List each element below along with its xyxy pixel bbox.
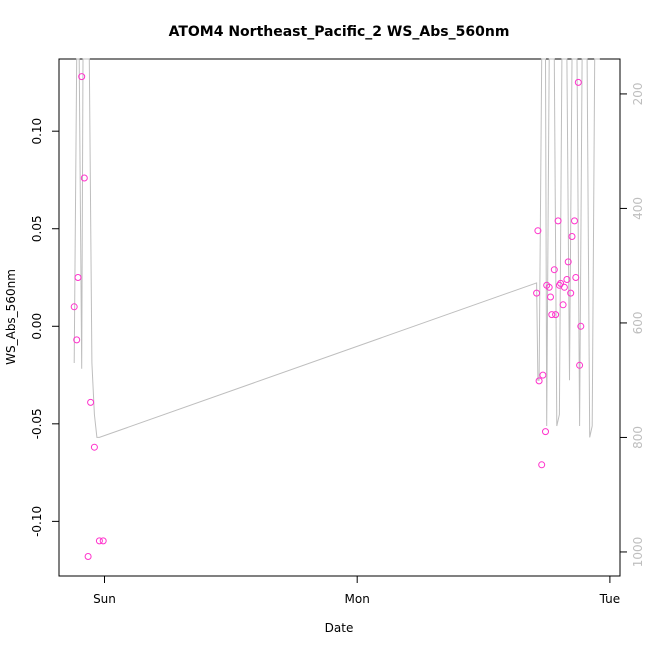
right-depth-axis: 200 400 600 800 1000 bbox=[619, 82, 645, 568]
points-layer bbox=[70, 73, 585, 560]
data-point bbox=[78, 73, 86, 81]
y2-tick-label: 800 bbox=[631, 426, 645, 449]
y-tick-label: 0.05 bbox=[30, 215, 44, 242]
data-point bbox=[74, 274, 82, 281]
data-point bbox=[542, 428, 549, 436]
data-point bbox=[568, 233, 576, 240]
y-tick-label: 0.00 bbox=[30, 313, 44, 340]
data-point bbox=[545, 283, 553, 291]
y-tick-label: 0.10 bbox=[30, 118, 44, 145]
data-point bbox=[571, 217, 578, 225]
data-point bbox=[554, 217, 562, 225]
data-point bbox=[567, 289, 575, 297]
data-point bbox=[87, 398, 95, 406]
data-point bbox=[557, 279, 565, 287]
data-point bbox=[535, 377, 543, 385]
depth-line bbox=[73, 58, 600, 438]
y2-tick-label: 400 bbox=[631, 197, 645, 220]
plot-frame bbox=[58, 58, 621, 577]
data-point bbox=[559, 301, 567, 309]
data-point bbox=[70, 303, 78, 311]
data-point bbox=[552, 311, 560, 319]
x-tick-label: Mon bbox=[345, 592, 370, 606]
y2-tick-label: 600 bbox=[631, 311, 645, 334]
data-point bbox=[84, 553, 92, 560]
data-point bbox=[533, 289, 541, 297]
data-point bbox=[80, 174, 88, 182]
data-point bbox=[90, 443, 98, 451]
data-point bbox=[576, 361, 584, 369]
y-axis-label: WS_Abs_560nm bbox=[4, 269, 18, 365]
data-point bbox=[548, 311, 556, 319]
depth-line-layer bbox=[73, 58, 600, 438]
y2-tick-label: 1000 bbox=[631, 537, 645, 568]
data-point bbox=[563, 276, 571, 283]
data-point bbox=[534, 227, 542, 235]
data-point bbox=[560, 283, 568, 291]
data-point bbox=[95, 537, 103, 545]
x-tick-label: Tue bbox=[599, 592, 621, 606]
y2-tick-label: 200 bbox=[631, 82, 645, 105]
data-point bbox=[99, 537, 107, 545]
x-axis: Sun Mon Tue bbox=[93, 575, 621, 606]
data-point bbox=[572, 274, 580, 281]
data-point bbox=[538, 461, 546, 469]
y-axis: -0.10 -0.05 0.00 0.05 0.10 bbox=[30, 118, 60, 537]
data-point bbox=[577, 322, 585, 330]
x-tick-label: Sun bbox=[93, 592, 116, 606]
x-axis-label: Date bbox=[325, 621, 354, 635]
chart-title: ATOM4 Northeast_Pacific_2 WS_Abs_560nm bbox=[169, 24, 510, 40]
data-point bbox=[73, 336, 81, 344]
data-point bbox=[550, 266, 558, 274]
data-point bbox=[547, 293, 554, 301]
data-point bbox=[574, 78, 582, 86]
data-point bbox=[539, 371, 547, 379]
data-point bbox=[564, 258, 572, 266]
y-tick-label: -0.05 bbox=[30, 408, 44, 439]
y-tick-label: -0.10 bbox=[30, 506, 44, 537]
